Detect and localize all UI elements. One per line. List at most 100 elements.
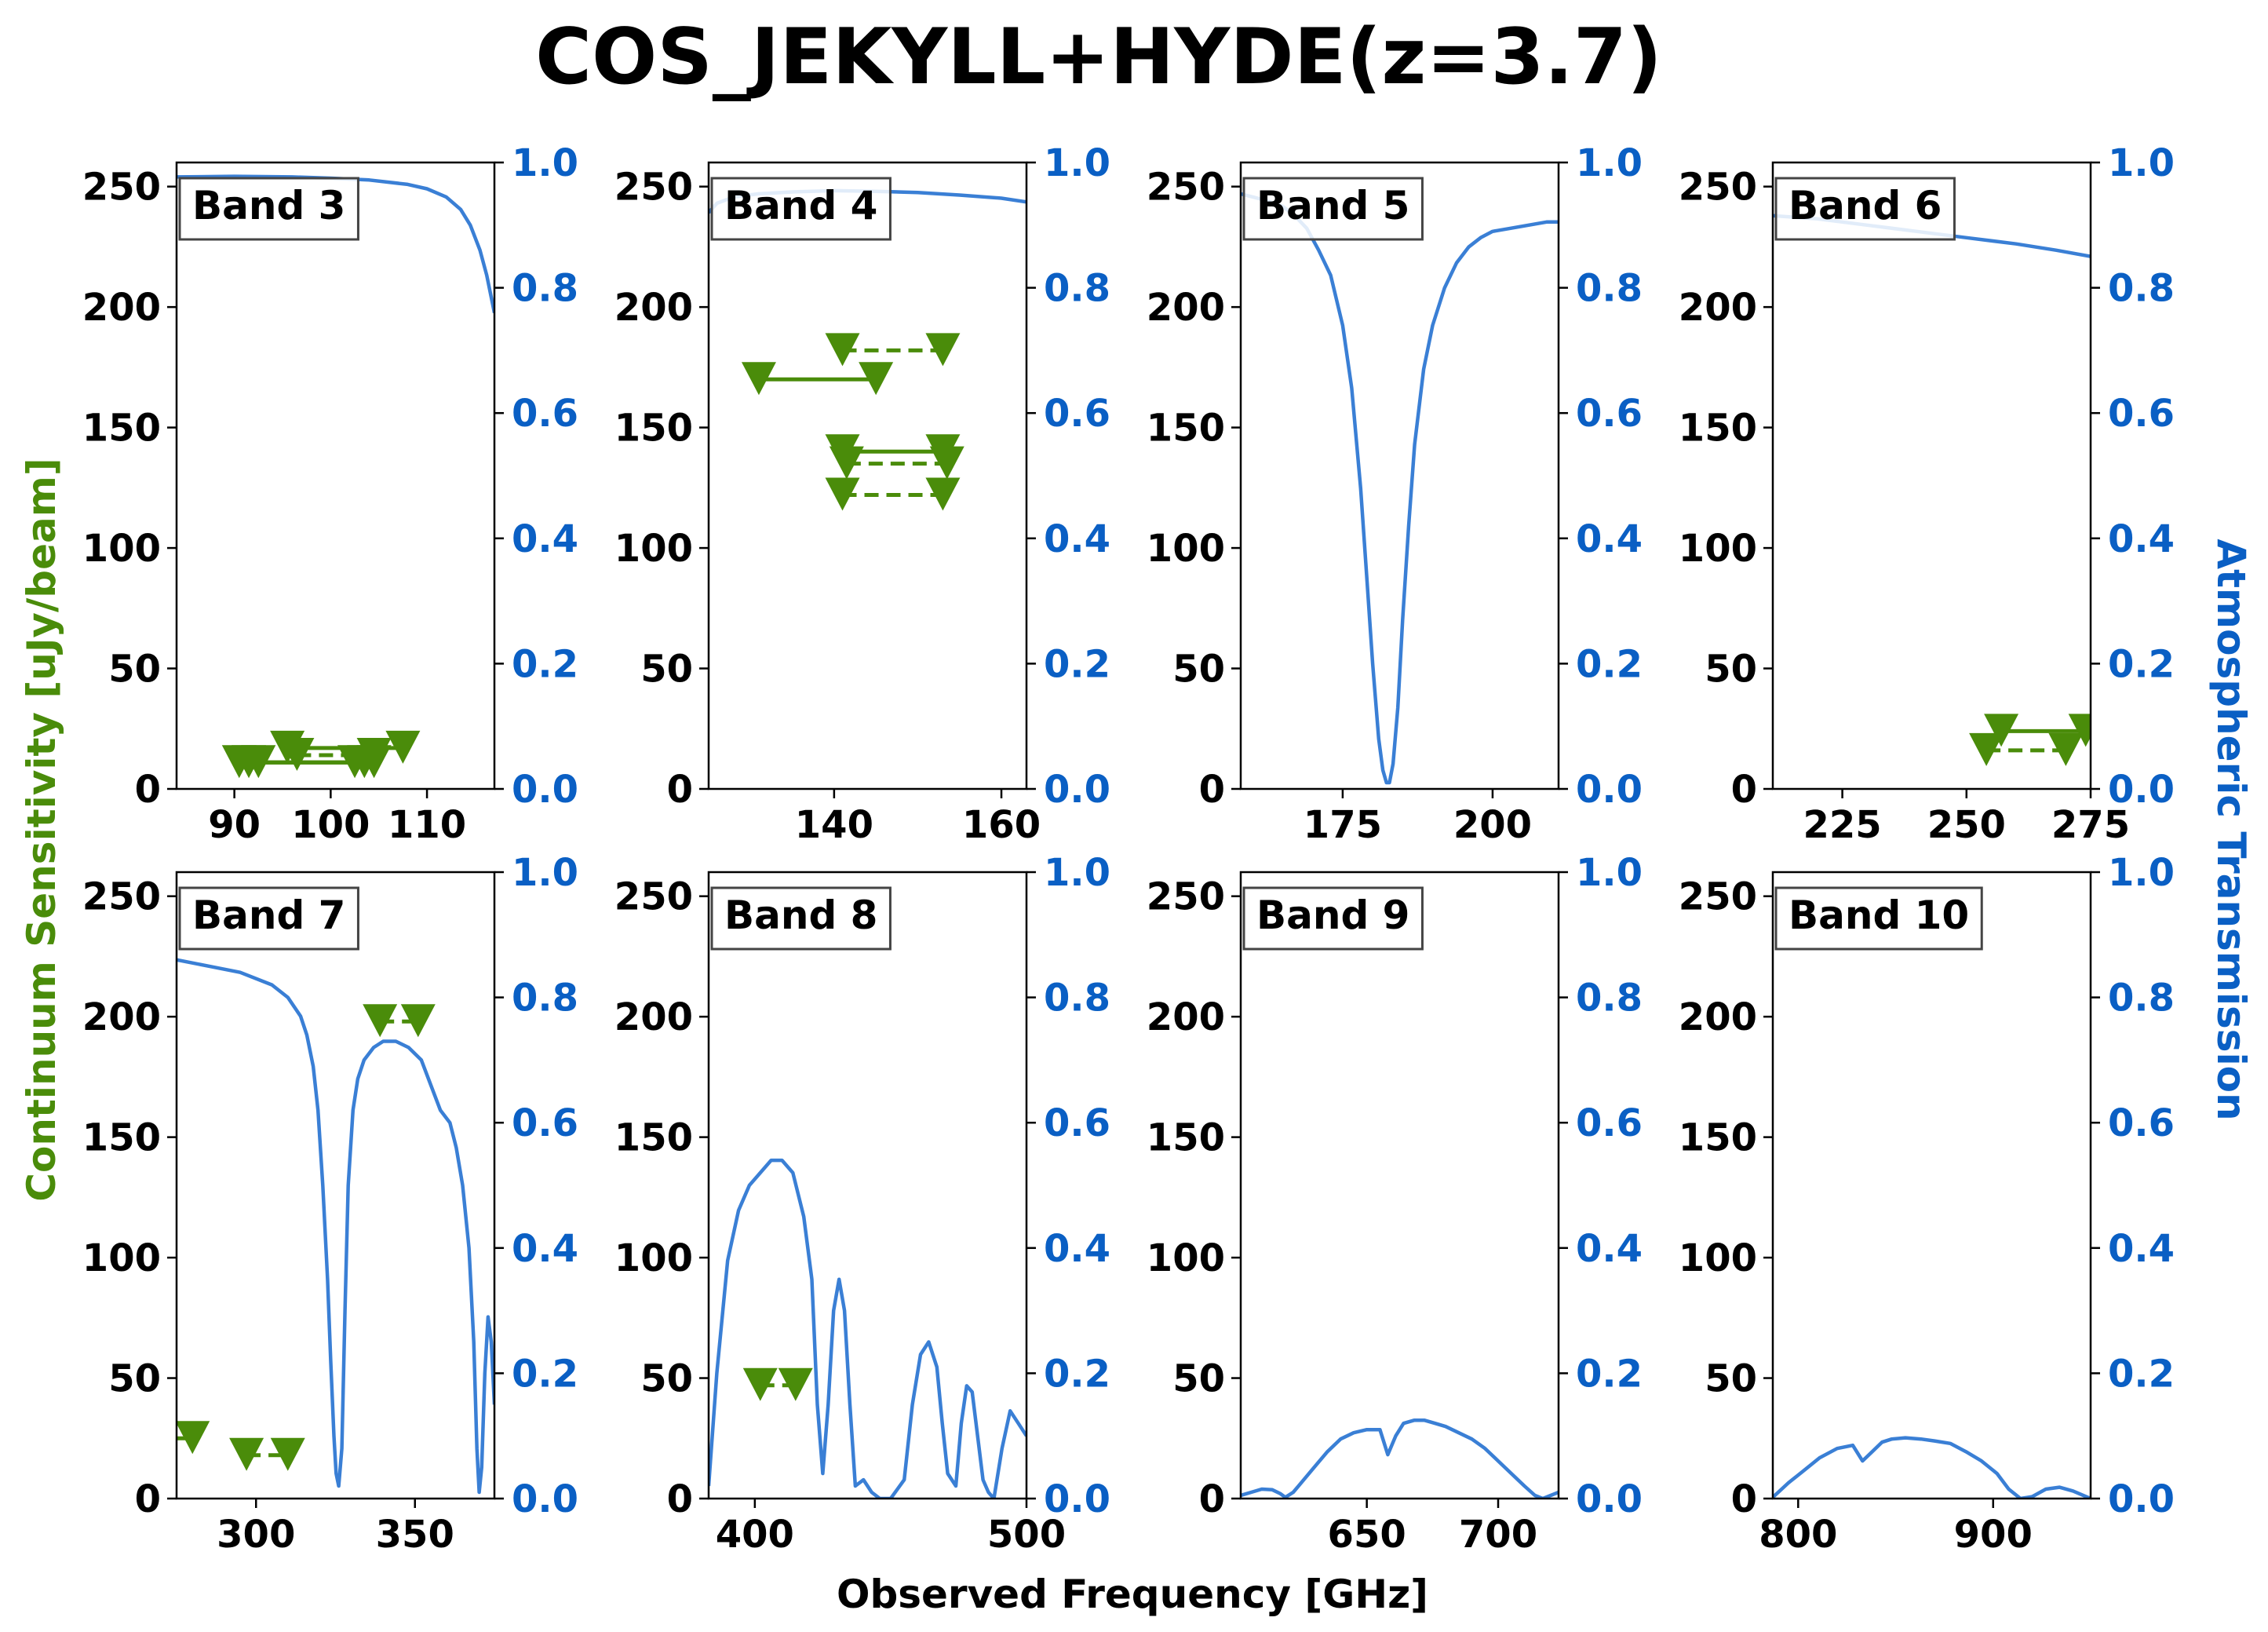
transmission-curve (1241, 1418, 1559, 1499)
right-tick-label: 0.0 (1044, 1477, 1110, 1521)
upper-limit-marker (929, 446, 964, 480)
axes-frame (1239, 871, 1560, 1500)
left-tick-label: 150 (614, 407, 693, 451)
left-tick-label: 100 (1679, 1236, 1757, 1280)
x-tick-label: 800 (1759, 1513, 1837, 1557)
left-tick-label: 100 (82, 527, 161, 571)
band-label-box (1774, 177, 1956, 241)
right-tick-label: 1.0 (2108, 141, 2175, 185)
axes-frame (175, 871, 496, 1500)
left-tick-label: 250 (1679, 875, 1757, 919)
right-tick-label: 0.8 (1576, 267, 1643, 311)
right-tick-label: 0.8 (1576, 977, 1643, 1020)
transmission-curve (709, 1158, 1026, 1499)
upper-limit-marker (925, 477, 961, 511)
axes-frame (1771, 161, 2092, 790)
right-tick-label: 1.0 (1576, 141, 1643, 185)
right-tick-label: 0.4 (512, 517, 578, 561)
right-tick-label: 0.8 (2108, 977, 2175, 1020)
right-tick-label: 0.2 (1044, 1352, 1110, 1396)
band-label-box (710, 177, 892, 241)
panel-band-5: 0 50 100 150 200 250 0.0 0.2 0.4 0.6 0.8 1.0 175 200 B… (1147, 141, 1643, 847)
right-tick-label: 0.0 (1576, 768, 1643, 812)
left-tick-label: 100 (1679, 527, 1757, 571)
panel-band-3: 0 50 100 150 200 250 0.0 0.2 0.4 0.6 0.8 1.0 90 100 11… (82, 141, 578, 847)
band-label: Band 7 (192, 893, 345, 938)
band-label-box (178, 177, 359, 241)
left-tick-label: 0 (135, 768, 161, 812)
left-tick-label: 250 (1147, 166, 1225, 210)
sensitivity-limits (742, 1367, 813, 1401)
left-tick-label: 50 (1172, 648, 1225, 692)
right-tick-label: 1.0 (1576, 851, 1643, 895)
upper-limit-marker (385, 730, 421, 764)
left-tick-label: 250 (82, 166, 161, 210)
band-label: Band 10 (1789, 893, 1969, 938)
right-tick-label: 1.0 (1044, 141, 1110, 185)
figure-title: COS_JEKYLL+HYDE(z=3.7) (535, 13, 1662, 102)
left-tick-label: 200 (1147, 286, 1225, 330)
x-tick-label: 900 (1954, 1513, 2033, 1557)
upper-limit-marker (1969, 732, 2004, 766)
right-tick-label: 0.4 (1044, 1227, 1110, 1271)
x-tick-label: 160 (962, 803, 1041, 847)
x-tick-label: 90 (208, 803, 261, 847)
left-tick-label: 0 (135, 1477, 161, 1521)
left-tick-label: 250 (82, 875, 161, 919)
right-tick-label: 0.2 (1044, 642, 1110, 686)
upper-limit-marker (177, 1421, 210, 1455)
right-y-axis-label: Atmospheric Transmission (2208, 539, 2254, 1120)
right-tick-label: 0.4 (2108, 1227, 2175, 1271)
right-tick-label: 0.8 (512, 267, 578, 311)
sensitivity-limits (1969, 714, 2091, 766)
right-tick-label: 0.4 (1044, 517, 1110, 561)
right-tick-label: 0.4 (1576, 517, 1643, 561)
band-label: Band 9 (1256, 893, 1409, 938)
right-tick-label: 0.6 (1044, 1101, 1110, 1145)
left-tick-label: 50 (108, 1357, 161, 1401)
band-label-box (1774, 886, 1983, 951)
upper-limit-marker (279, 738, 315, 772)
left-tick-label: 50 (640, 1357, 693, 1401)
right-tick-label: 0.6 (2108, 392, 2175, 436)
x-tick-label: 110 (388, 803, 466, 847)
upper-limit-marker (859, 362, 894, 396)
upper-limit-marker (2048, 732, 2084, 766)
right-tick-label: 0.0 (2108, 768, 2175, 812)
right-tick-label: 0.2 (1576, 642, 1643, 686)
left-tick-label: 200 (1679, 286, 1757, 330)
transmission-curve (1773, 1436, 2091, 1499)
upper-limit-marker (742, 1367, 778, 1401)
right-tick-label: 0.6 (1576, 392, 1643, 436)
band-label: Band 8 (724, 893, 877, 938)
left-tick-label: 0 (1731, 1477, 1757, 1521)
panels: 0 50 100 150 200 250 0.0 0.2 0.4 0.6 0.8 1.0 90 100 11… (82, 141, 2175, 1557)
right-tick-label: 0.6 (512, 392, 578, 436)
left-tick-label: 50 (1705, 648, 1757, 692)
right-tick-label: 0.6 (512, 1101, 578, 1145)
left-tick-label: 150 (1147, 1116, 1225, 1160)
right-tick-label: 0.2 (1576, 1352, 1643, 1396)
left-tick-label: 150 (82, 1116, 161, 1160)
right-tick-label: 0.8 (2108, 267, 2175, 311)
panel-band-8: 0 50 100 150 200 250 0.0 0.2 0.4 0.6 0.8 1.0 400 500 B… (614, 851, 1110, 1557)
right-tick-label: 0.2 (2108, 642, 2175, 686)
left-tick-label: 200 (1147, 995, 1225, 1039)
right-tick-label: 0.0 (1576, 1477, 1643, 1521)
right-tick-label: 0.6 (1576, 1101, 1643, 1145)
left-tick-label: 150 (82, 407, 161, 451)
panel-band-7: 0 50 100 150 200 250 0.0 0.2 0.4 0.6 0.8 1.0 300 350 B… (82, 851, 578, 1557)
upper-limit-marker (2068, 714, 2091, 747)
left-tick-label: 150 (1679, 407, 1757, 451)
right-tick-label: 0.6 (2108, 1101, 2175, 1145)
transmission-curve (177, 174, 494, 313)
left-tick-label: 100 (614, 1236, 693, 1280)
upper-limit-marker (270, 1437, 305, 1471)
right-tick-label: 1.0 (512, 851, 578, 895)
band-label: Band 6 (1789, 183, 1942, 228)
upper-limit-marker (400, 1004, 436, 1038)
right-tick-label: 0.8 (1044, 267, 1110, 311)
right-tick-label: 0.0 (512, 768, 578, 812)
upper-limit-marker (1984, 714, 2019, 747)
left-tick-label: 50 (1172, 1357, 1225, 1401)
